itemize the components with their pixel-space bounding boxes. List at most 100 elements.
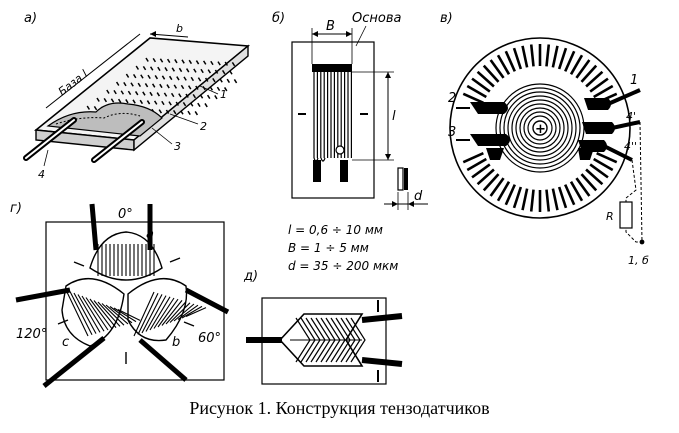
panel-g-hatching [65, 244, 207, 337]
panel-a-wire-mark [216, 86, 221, 91]
panel-b-formula-d: d = 35 ÷ 200 мкм [288, 259, 398, 273]
panel-g-hatch-b [185, 307, 207, 318]
panel-a-wire-mark [145, 57, 149, 62]
panel-a-wire-mark [139, 99, 144, 105]
panel-a-wire-mark [185, 68, 190, 73]
panel-v-spiral-turn [503, 91, 577, 165]
panel-v-radial-wire [496, 54, 511, 75]
panel-g-grid-label-a: a [146, 227, 154, 242]
panel-d-lead-right-bottom [361, 357, 403, 367]
panel-a-wire-mark [172, 109, 177, 115]
panel-a-wire-mark [197, 77, 202, 82]
panel-v-wire-4b [603, 144, 633, 162]
panel-a-wire-mark [214, 69, 219, 74]
panel-a-wire-mark [157, 66, 161, 71]
panel-a-wire-mark [212, 77, 216, 83]
panel-v-radial-wire [569, 54, 584, 75]
panel-a-wire-mark [226, 78, 231, 83]
panel-a-plate-side [133, 44, 249, 152]
panel-a-wire-mark [166, 58, 171, 63]
panel-v-spiral-turn [527, 115, 553, 141]
panel-g-hatch-b [149, 296, 171, 331]
panel-a: а) b База l 1 2 3 4 [23, 11, 251, 181]
panel-v-lead-1: 1 [630, 73, 638, 88]
panel-v-radial-wire [575, 59, 591, 79]
panel-a-wire-mark [161, 75, 166, 80]
panel-a-wire-mark [217, 61, 221, 66]
panel-v-dashed-circuit-right [639, 121, 643, 243]
panel-b-dim-B-arrow-left [312, 31, 318, 37]
panel-a-wire-mark [132, 99, 136, 104]
panel-v-radial-wire [504, 184, 516, 206]
panel-a-wire-mark [132, 73, 137, 79]
panel-a-wire-mark [161, 100, 165, 106]
panel-v-radial-wire [585, 70, 604, 88]
panel-a-wire-mark [224, 61, 229, 66]
panel-b-dim-d-arrow-left [392, 201, 398, 207]
panel-v-resistor-label: R [606, 210, 614, 223]
panel-v-radial-wire [589, 163, 609, 179]
panel-v: в) + R 1, б 2 3 1 4' 4'' [440, 11, 649, 267]
panel-v-radial-wire [462, 92, 484, 104]
panel-a-wire-mark [175, 101, 180, 106]
panel-a-wire-mark [127, 90, 132, 95]
panel-v-spiral-grid [495, 83, 585, 173]
panel-g-angle-0: 0° [118, 207, 133, 222]
panel-v-radial-wire [529, 44, 535, 67]
panel-a-wire-mark [174, 59, 178, 64]
panel-b-base-leader [355, 25, 367, 47]
panel-a-wire-mark [214, 95, 218, 100]
panel-g-lead-120-bottom [42, 336, 106, 388]
panel-a-wire-mark [187, 110, 191, 115]
panel-v-radial-wire [512, 47, 523, 70]
panel-v-spiral-turn [519, 107, 561, 149]
panel-v-radial-wire [482, 64, 500, 83]
panel-b-dim-d-arrow-right [408, 201, 414, 207]
panel-a-wire-mark [190, 76, 195, 82]
panel-b-formula-B: B = 1 ÷ 5 мм [288, 241, 369, 255]
panel-a-wire-mark [103, 97, 108, 103]
panel-v-lead-4a: 4' [626, 110, 636, 123]
panel-a-wire-mark [164, 67, 168, 72]
panel-g-hatch-c [85, 297, 109, 331]
panel-v-tab-4a [582, 122, 615, 134]
panel-a-wire-mark [142, 65, 147, 71]
panel-b-wire-section-2 [404, 168, 408, 190]
panel-v-radial-wire [466, 157, 487, 172]
panel-v-terminal [639, 239, 645, 245]
panel-a-wire-mark [183, 76, 187, 81]
panel-a-wire-mark [195, 60, 200, 65]
panel-a-wire-mark [137, 82, 142, 87]
panel-a-wire-mark [93, 105, 98, 111]
panel-a-wire-mark [181, 59, 185, 64]
panel-a-wire-mark [209, 86, 214, 91]
panel-g-hatch-c [81, 295, 105, 332]
panel-g-lead-60-top [184, 287, 230, 315]
panel-a-wire-mark [221, 69, 226, 75]
panel-v-tab-2 [470, 102, 508, 114]
panel-a-wire-mark [158, 109, 163, 114]
panel-a-wire-mark [178, 93, 182, 98]
panel-a-base-line [45, 33, 141, 109]
panel-g-hatch-b [137, 292, 159, 335]
panel-a-wire-mark [144, 83, 149, 88]
panel-a-wire-mark [223, 87, 228, 92]
panel-v-dashed-circuit [625, 159, 642, 243]
panel-g-label: г) [10, 201, 22, 216]
panel-v-radial-wire [575, 177, 591, 197]
panel-g-hatch-b [141, 294, 163, 334]
panel-v-radial-wire [564, 50, 576, 72]
panel-v-radial-wire [482, 173, 500, 192]
panel-g-lead-0-left [89, 203, 99, 251]
figure-caption: Рисунок 1. Конструкция тензодатчиков [189, 398, 490, 418]
panel-a-wire-mark [206, 94, 211, 99]
panel-v-spiral-turn [499, 87, 581, 169]
panel-a-wire-mark [231, 61, 236, 67]
panel-v-radial-wire [564, 184, 576, 206]
panel-g-hatch-b [173, 303, 195, 322]
panel-b-lead-left [313, 160, 321, 182]
panel-a-wire-mark [188, 59, 193, 65]
panel-a-wire-mark [204, 103, 208, 108]
panel-a-wire-mark [159, 58, 164, 63]
